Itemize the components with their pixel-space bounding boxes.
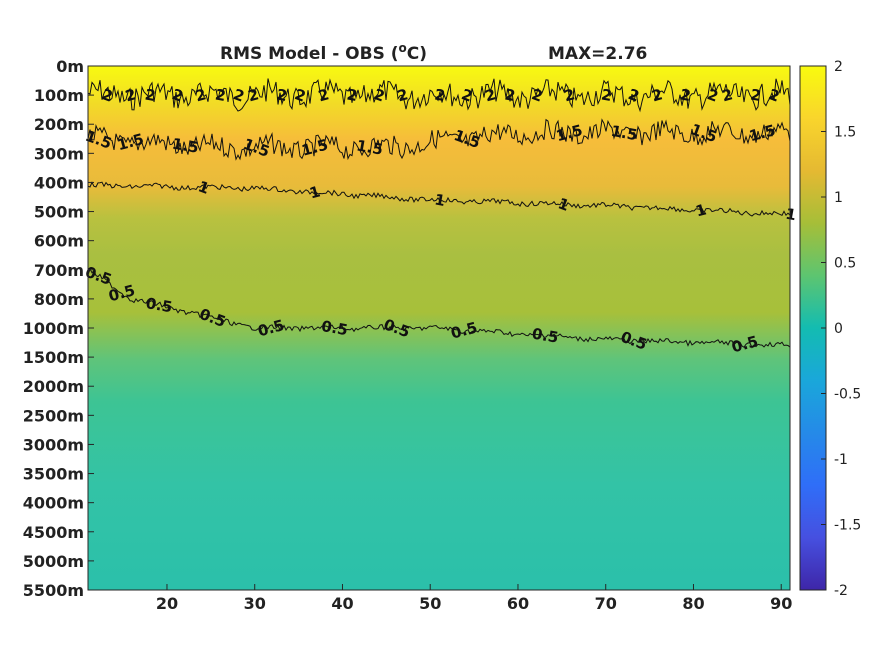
max-label: MAX=2.76	[548, 44, 647, 64]
contour-label: 2	[720, 85, 735, 105]
contour-label: 1	[784, 205, 797, 225]
x-tick-label: 80	[682, 594, 704, 613]
y-tick-label: 5500m	[23, 581, 84, 600]
contour-label: 2	[316, 85, 331, 105]
contour-label: 2	[345, 85, 358, 105]
y-tick-label: 2500m	[23, 406, 84, 425]
contour-label: 2	[749, 85, 762, 105]
y-tick-label: 3500m	[23, 465, 84, 484]
contour-label: 0.5	[531, 324, 560, 346]
contour-label: 0.5	[144, 294, 173, 316]
contour-label: 2	[275, 85, 288, 105]
contour-label: 2	[483, 85, 498, 105]
x-tick-label: 40	[331, 594, 353, 613]
contour-label: 2	[246, 85, 261, 105]
y-tick-label: 200m	[34, 115, 84, 134]
y-tick-label: 500m	[34, 203, 84, 222]
contour-label: 2	[144, 85, 157, 105]
contour-line-1	[87, 181, 791, 217]
y-tick-label: 600m	[34, 232, 84, 251]
contour-line-0_5	[87, 268, 791, 349]
y-tick-label: 4500m	[23, 523, 84, 542]
contour-label: 2	[600, 85, 613, 105]
contour-label: 1	[694, 200, 709, 220]
title-unit-suffix: C)	[407, 44, 427, 64]
colorbar-tick-label: 1	[834, 190, 843, 206]
contour-label: 1.5	[610, 122, 639, 144]
y-tick-label: 800m	[34, 290, 84, 309]
x-tick-label: 60	[507, 594, 529, 613]
y-tick-label: 400m	[34, 173, 84, 192]
x-tick-label: 20	[156, 594, 178, 613]
x-tick-label: 90	[770, 594, 792, 613]
x-axis: 20 30 40 50 60 70 80 90	[156, 584, 792, 613]
contour-label: 2	[193, 85, 208, 105]
y-tick-label: 2000m	[23, 377, 84, 396]
contour-label: 2	[650, 85, 665, 105]
contour-label: 2	[679, 85, 692, 105]
contour-line-1_5	[87, 118, 791, 161]
y-tick-label: 4000m	[23, 494, 84, 513]
colorbar-ticks: 2 1.5 1 0.5 0 -0.5 -1 -1.5 -2	[821, 59, 861, 599]
colorbar-tick-label: -2	[834, 583, 848, 599]
x-tick-label: 30	[244, 594, 266, 613]
colorbar: 2 1.5 1 0.5 0 -0.5 -1 -1.5 -2	[799, 59, 861, 599]
contour-label: 1.5	[171, 135, 200, 157]
x-tick-label: 70	[595, 594, 617, 613]
title-superscript: o	[399, 41, 407, 55]
y-tick-label: 5000m	[23, 552, 84, 571]
contour-label: 1.5	[355, 136, 384, 158]
y-tick-label: 100m	[34, 86, 84, 105]
contour-label: 2	[433, 85, 446, 105]
y-tick-label: 1500m	[23, 348, 84, 367]
y-tick-label: 0m	[56, 57, 84, 76]
x-tick-label: 50	[419, 594, 441, 613]
colorbar-tick-label: 0	[834, 321, 843, 337]
contour-line-2	[87, 78, 791, 113]
title-text: RMS Model - OBS (	[220, 44, 399, 64]
colorbar-tick-label: 0.5	[834, 256, 856, 272]
colorbar-tick-label: -0.5	[834, 387, 861, 403]
y-axis: 0m 100m 200m 300m 400m 500m 600m 700m 800m 1000m 1…	[23, 57, 94, 600]
colorbar-tick-label: -1.5	[834, 518, 861, 534]
colorbar-tick-label: 1.5	[834, 125, 856, 141]
colorbar-tick-label: -1	[834, 452, 848, 468]
y-tick-label: 300m	[34, 144, 84, 163]
contour-label: 2	[503, 85, 516, 105]
contour-label: 2	[123, 85, 138, 105]
contour-label: 2	[395, 85, 410, 105]
y-tick-label: 700m	[34, 261, 84, 280]
contour-label: 1	[433, 191, 446, 211]
contour-label: 2	[214, 85, 227, 105]
y-tick-label: 1000m	[23, 319, 84, 338]
y-tick-label: 3000m	[23, 435, 84, 454]
contour-label: 2	[562, 85, 577, 105]
colorbar-tick-label: 2	[834, 59, 843, 75]
plot-area: 2 2 2 2 2 2 2 2 2 2 2 2 2 2 2 2 2 2 2 2 2 2 2 2 2 2 2 21.5 1.5 1.5 1.5…	[83, 65, 798, 591]
contour-label: 1	[307, 182, 322, 202]
chart-title: RMS Model - OBS (oC)	[220, 41, 427, 64]
contour-label: 0.5	[320, 317, 349, 339]
